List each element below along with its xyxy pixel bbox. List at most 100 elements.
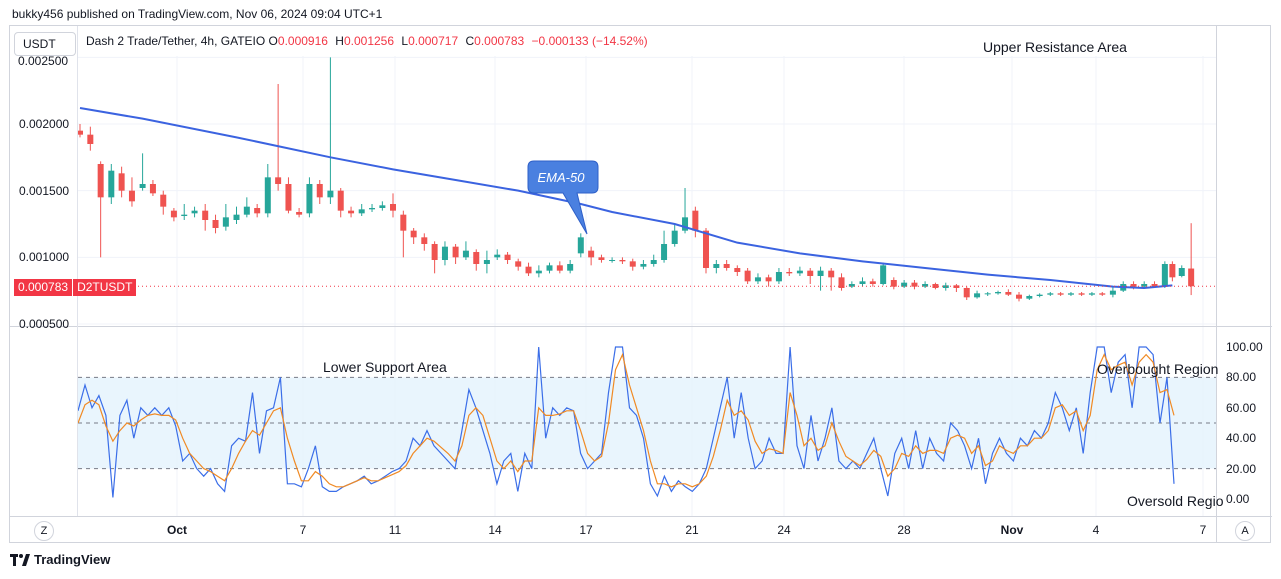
candle [609,257,616,263]
open-value: 0.000916 [277,34,328,48]
candle [588,246,595,266]
open-label: O [268,34,278,48]
last-price-tag: 0.000783 D2TUSDT [14,279,137,296]
candle [379,201,386,211]
candle [1088,292,1095,296]
candle [974,290,981,299]
candle [400,210,407,258]
candle [754,273,761,284]
candle [713,260,720,274]
candle [942,282,949,291]
candle [535,265,542,278]
candle [1099,292,1106,296]
candle [1109,286,1116,298]
candle [483,250,490,274]
candle [139,153,146,191]
rsi-tick-label: 60.00 [1226,401,1257,415]
candle [984,292,991,296]
candle [838,273,845,291]
candle [306,177,313,218]
candle [1169,261,1176,282]
candle [160,190,167,215]
tradingview-logo-text: TradingView [34,552,111,567]
time-tick-label: 28 [897,523,911,537]
candle [233,206,240,224]
rsi-tick-label: 80.00 [1226,370,1257,384]
candle [97,161,104,258]
price-axis-divider [1216,26,1217,542]
candle [441,241,448,266]
candle [734,265,741,276]
low-value: 0.000717 [408,34,459,48]
candle [128,177,135,207]
candle [682,188,689,234]
auto-scale-button[interactable]: A [1235,521,1255,541]
candle [390,193,396,218]
time-tick-label: 7 [1199,523,1207,537]
currency-selector[interactable]: USDT [14,32,76,56]
candle [650,254,657,267]
candle [275,84,282,191]
candle [243,197,250,218]
candle [494,249,501,260]
candle [995,290,1002,295]
candle [212,214,219,234]
candle [1057,292,1064,296]
candle [515,258,522,271]
candle [817,266,824,291]
candle [1141,281,1148,288]
candle [828,268,835,291]
candle [922,281,929,288]
candle [1016,292,1022,302]
price-tick-label: 0.001500 [19,184,70,198]
candle [1047,292,1054,296]
candle [619,257,626,264]
candle [1036,293,1043,298]
candle [869,278,876,287]
candle [421,233,428,251]
candle [170,208,177,222]
candle [504,252,511,264]
candle [932,282,939,290]
candle [556,261,563,274]
left-axis-divider [77,26,78,516]
candle [1161,261,1168,288]
last-price-value: 0.000783 [14,279,73,296]
candle [859,277,866,287]
pane-divider [10,326,1272,327]
candle [901,280,908,288]
high-label: H [335,34,344,48]
candle [786,268,793,276]
candle [285,177,292,214]
ema50-line [79,107,1173,290]
candle [577,233,584,258]
rsi-ma-line [77,352,1175,488]
tradingview-logo-icon [10,553,30,566]
low-label: L [401,34,409,48]
time-tick-label: Oct [166,523,188,537]
candle [1078,292,1085,296]
candle [431,241,438,274]
candle [316,180,323,204]
time-tick-label: 21 [685,523,699,537]
candle [202,204,209,231]
candle [327,57,334,204]
candle [765,274,772,287]
candle [87,126,94,151]
candle [149,180,156,196]
price-tick-top: 0.002500 [18,54,69,68]
candle [1188,223,1195,296]
time-tick-label: 4 [1092,523,1100,537]
candle [525,262,532,276]
candle [264,164,271,218]
candle [567,260,574,274]
candle [296,208,303,218]
ema-callout-label: EMA-50 [538,170,586,185]
timezone-button[interactable]: Z [34,521,54,541]
candle [723,260,730,271]
symbol-title: Dash 2 Trade/Tether, 4h, GATEIO [86,34,266,48]
candle [953,284,960,292]
candle [880,262,887,286]
candle [640,260,647,270]
price-tick-label: 0.001000 [19,250,70,264]
